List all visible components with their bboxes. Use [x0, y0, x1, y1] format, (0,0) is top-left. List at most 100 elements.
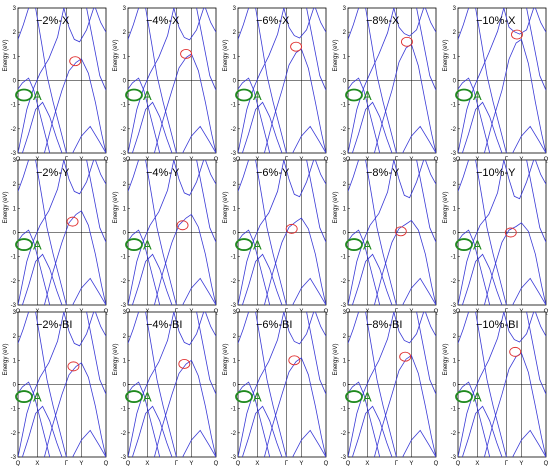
green-marker: [345, 238, 363, 251]
red-marker: [290, 41, 303, 52]
band-line: [462, 253, 503, 305]
y-tick-label: -2: [121, 279, 127, 285]
y-tick-label: 2: [343, 334, 347, 340]
band-line: [348, 160, 359, 192]
band-line: [393, 312, 425, 344]
band-line: [348, 312, 395, 457]
y-tick-label: 1: [233, 358, 237, 364]
y-tick-label: 2: [453, 182, 457, 188]
band-line: [315, 8, 326, 33]
band-line: [154, 359, 216, 457]
band-line: [315, 312, 326, 337]
band-line: [95, 8, 106, 33]
band-panel: A −4%-BI -3 -2 -1 0 1 2 3 Energy (eV) Q X Γ Y Q: [113, 310, 219, 466]
band-line: [348, 8, 359, 40]
band-line: [315, 160, 326, 185]
band-line: [182, 125, 216, 153]
green-marker: [345, 88, 363, 102]
y-tick-label: -1: [121, 103, 127, 109]
x-tick-label: Q: [544, 461, 549, 466]
y-tick-label: 2: [343, 30, 347, 36]
y-tick-label: 3: [13, 6, 17, 12]
band-line: [458, 160, 469, 192]
y-tick-label: -3: [11, 455, 17, 461]
y-tick-label: 2: [453, 30, 457, 36]
y-tick-label: 1: [123, 54, 127, 60]
green-marker: [455, 88, 473, 102]
y-tick-label: 1: [453, 206, 457, 212]
y-tick-label: -3: [121, 455, 127, 461]
y-tick-label: 0: [13, 231, 17, 237]
red-marker: [67, 361, 80, 372]
band-line: [86, 160, 106, 243]
y-tick-label: 3: [123, 310, 127, 316]
y-tick-label: 2: [13, 334, 17, 340]
green-marker-label: A: [33, 88, 42, 103]
y-tick-label: 3: [453, 310, 457, 316]
band-line: [264, 217, 326, 305]
x-tick-label: Y: [299, 461, 303, 466]
y-tick-label: -3: [451, 455, 457, 461]
band-line: [526, 8, 546, 91]
y-tick-label: 0: [453, 383, 457, 389]
x-tick-label: Γ: [285, 461, 289, 466]
green-marker: [125, 390, 143, 403]
band-line: [22, 101, 63, 153]
y-tick-label: -2: [121, 431, 127, 437]
y-tick-label: 3: [233, 310, 237, 316]
band-line: [416, 160, 436, 243]
panel-title: −8%-BI: [366, 319, 402, 331]
panel-title: −4%-BI: [146, 319, 182, 331]
green-marker: [125, 88, 143, 102]
x-tick-label: Q: [324, 461, 329, 466]
band-line: [503, 312, 535, 343]
green-marker-label: A: [473, 390, 482, 405]
band-line: [264, 357, 326, 457]
y-tick-label: 0: [233, 383, 237, 389]
band-line: [128, 381, 161, 457]
green-marker: [235, 238, 253, 251]
band-line: [18, 160, 29, 192]
x-tick-label: Q: [126, 461, 131, 466]
y-tick-label: 3: [13, 158, 17, 164]
band-line: [393, 160, 425, 199]
band-line: [95, 160, 106, 185]
band-line: [86, 312, 106, 395]
band-line: [72, 125, 106, 153]
band-line: [132, 253, 173, 305]
y-axis-label: Energy (eV): [223, 39, 229, 71]
green-marker: [15, 88, 33, 102]
band-line: [205, 8, 216, 33]
y-tick-label: -3: [121, 151, 127, 157]
y-tick-label: -2: [11, 127, 17, 133]
band-line: [238, 312, 285, 457]
panel-title: −2%-Y: [36, 167, 70, 179]
y-tick-label: 0: [123, 383, 127, 389]
y-tick-label: 0: [13, 383, 17, 389]
y-axis-label: Energy (eV): [113, 191, 119, 223]
y-tick-label: 2: [453, 334, 457, 340]
band-line: [22, 405, 63, 457]
green-marker-label: A: [363, 238, 372, 253]
green-marker: [15, 390, 33, 403]
band-panel: A −8%-BI -3 -2 -1 0 1 2 3 Energy (eV) Q X Γ Y Q: [333, 310, 439, 466]
x-tick-label: Y: [519, 461, 523, 466]
band-line: [132, 101, 173, 153]
band-line: [283, 8, 315, 39]
band-line: [458, 77, 491, 153]
band-line: [238, 77, 271, 153]
y-tick-label: 3: [343, 158, 347, 164]
y-tick-label: -3: [341, 151, 347, 157]
y-tick-label: 3: [123, 158, 127, 164]
green-marker: [15, 238, 33, 251]
red-marker: [399, 351, 412, 362]
y-tick-label: -1: [451, 407, 457, 413]
band-line: [374, 219, 436, 305]
y-tick-label: -1: [231, 255, 237, 261]
band-line: [458, 381, 491, 457]
y-axis-label: Energy (eV): [333, 39, 339, 71]
band-line: [255, 160, 287, 305]
y-tick-label: -2: [451, 279, 457, 285]
red-marker: [66, 216, 79, 227]
